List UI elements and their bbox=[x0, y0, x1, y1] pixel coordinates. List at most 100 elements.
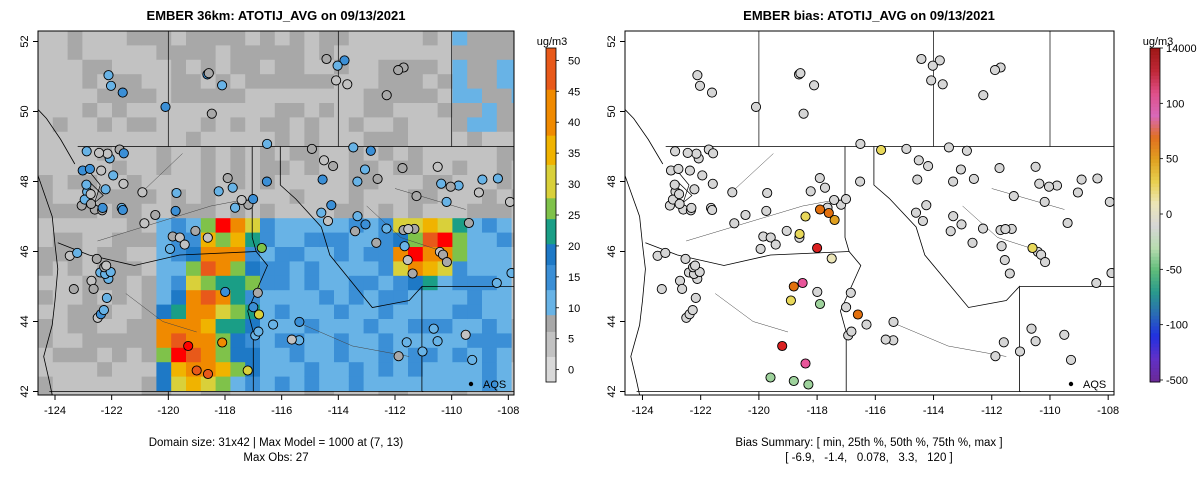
colorbar-segment bbox=[546, 169, 556, 174]
colorbar-segment bbox=[1150, 61, 1160, 66]
model-cell bbox=[467, 146, 483, 161]
bias-point bbox=[956, 219, 967, 230]
obs-site-high bbox=[202, 368, 214, 380]
obs-site bbox=[160, 101, 171, 112]
y-tick-label: 46 bbox=[19, 245, 31, 257]
model-cell bbox=[141, 59, 157, 75]
obs-site bbox=[393, 351, 404, 362]
colorbar-segment bbox=[1150, 340, 1160, 345]
model-cell bbox=[467, 103, 483, 118]
colorbar-segment bbox=[1150, 107, 1160, 112]
obs-site bbox=[294, 316, 305, 327]
model-cell bbox=[141, 45, 157, 61]
x-tick-label: -122 bbox=[101, 405, 123, 417]
model-cell bbox=[378, 203, 394, 219]
obs-site bbox=[248, 302, 259, 313]
colorbar-segment bbox=[546, 102, 556, 107]
y-tick-label: 50 bbox=[19, 105, 31, 117]
model-cell bbox=[260, 88, 276, 104]
model-cell bbox=[52, 290, 68, 305]
colorbar-segment bbox=[546, 198, 556, 203]
model-cell bbox=[393, 203, 409, 219]
colorbar-segment bbox=[546, 277, 556, 283]
model-cell bbox=[230, 59, 246, 75]
obs-site bbox=[332, 60, 343, 71]
colorbar-segment bbox=[546, 223, 556, 229]
model-cell bbox=[230, 131, 246, 147]
x-tick-label: -108 bbox=[497, 405, 519, 417]
model-cell bbox=[67, 362, 83, 377]
bias-point bbox=[948, 211, 959, 222]
model-cell bbox=[215, 45, 231, 61]
model-cell bbox=[200, 218, 216, 233]
colorbar-segment bbox=[546, 139, 556, 145]
bias-point bbox=[977, 223, 989, 234]
model-cell bbox=[82, 261, 98, 277]
model-cell bbox=[422, 247, 438, 262]
colorbar-segment bbox=[1150, 141, 1160, 146]
colorbar-segment bbox=[1150, 364, 1160, 369]
obs-site bbox=[381, 90, 392, 101]
obs-site bbox=[460, 329, 471, 340]
model-cell bbox=[496, 376, 512, 392]
model-cell bbox=[467, 203, 483, 219]
obs-site bbox=[359, 164, 371, 175]
model-cell bbox=[511, 74, 514, 89]
model-cell bbox=[467, 319, 483, 334]
model-cell bbox=[200, 189, 216, 205]
obs-site bbox=[101, 260, 112, 271]
model-cell bbox=[200, 203, 216, 219]
model-cell bbox=[482, 319, 498, 334]
model-cell bbox=[274, 261, 290, 277]
model-cell bbox=[38, 261, 54, 277]
model-cell bbox=[112, 290, 128, 305]
colorbar-segment bbox=[1150, 176, 1160, 181]
model-cell bbox=[67, 146, 83, 161]
model-cell bbox=[334, 117, 350, 133]
model-cell bbox=[38, 88, 54, 104]
model-cell bbox=[215, 88, 231, 104]
obs-site bbox=[360, 219, 371, 230]
model-cell bbox=[112, 362, 128, 377]
model-cell bbox=[363, 247, 379, 262]
model-cell bbox=[422, 290, 438, 305]
colorbar-segment bbox=[1150, 242, 1160, 247]
model-cell bbox=[52, 88, 68, 104]
colorbar-segment bbox=[1150, 82, 1160, 87]
bias-point bbox=[861, 319, 872, 330]
model-cell bbox=[467, 117, 483, 133]
obs-site bbox=[102, 148, 113, 159]
model-cell bbox=[319, 117, 335, 133]
model-cell bbox=[511, 131, 514, 147]
model-cell bbox=[422, 362, 438, 377]
colorbar-segment bbox=[1150, 190, 1160, 195]
model-cell bbox=[112, 333, 128, 349]
model-cell bbox=[67, 175, 83, 190]
obs-site bbox=[170, 205, 181, 216]
bias-point bbox=[955, 164, 966, 175]
colorbar-segment bbox=[1150, 96, 1160, 101]
model-cell bbox=[452, 362, 468, 377]
colorbar-segment bbox=[1150, 260, 1160, 265]
model-cell bbox=[319, 232, 335, 248]
x-tick-label: -122 bbox=[690, 405, 712, 417]
bias-point bbox=[694, 80, 706, 91]
model-cell bbox=[67, 74, 83, 89]
colorbar-segment bbox=[546, 144, 556, 149]
model-cell bbox=[171, 74, 187, 89]
model-cell bbox=[141, 160, 157, 176]
model-cell bbox=[482, 31, 498, 46]
county-line bbox=[686, 198, 841, 242]
model-cell bbox=[186, 31, 202, 46]
model-cell bbox=[274, 131, 290, 147]
model-cell bbox=[422, 232, 438, 248]
colorbar-segment bbox=[1150, 368, 1160, 373]
model-cell bbox=[334, 218, 350, 233]
model-cell bbox=[422, 103, 438, 118]
model-cell bbox=[378, 347, 394, 363]
model-cell bbox=[156, 189, 172, 205]
model-cell bbox=[52, 74, 68, 89]
bias-point bbox=[921, 200, 932, 211]
model-cell bbox=[334, 319, 350, 334]
obs-site bbox=[86, 198, 97, 209]
